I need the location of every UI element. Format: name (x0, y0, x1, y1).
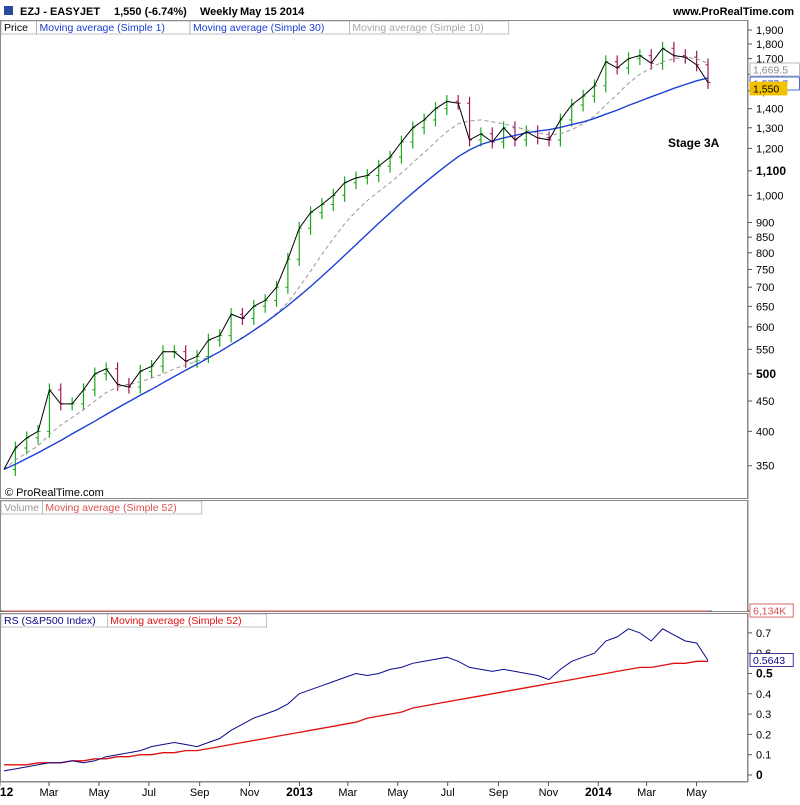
stage-annotation: Stage 3A (668, 136, 720, 150)
y-tick-label: 850 (756, 232, 774, 244)
legend-label: Moving average (Simple 52) (110, 615, 241, 627)
y-tick-label: 1,200 (756, 143, 784, 155)
y-tick-label: 0.4 (756, 689, 771, 701)
y-tick-label: 900 (756, 217, 774, 229)
x-tick-label: Sep (190, 787, 210, 799)
y-tick-label: 750 (756, 264, 774, 276)
x-tick-label: Mar (637, 787, 656, 799)
y-tick-label: 0.5 (756, 666, 773, 680)
x-tick-label: Mar (40, 787, 59, 799)
chart-quote: 1,550 (-6.74%) (114, 6, 187, 18)
x-tick-label: 2012 (0, 785, 14, 799)
x-tick-label: Mar (338, 787, 357, 799)
legend-label: Volume (4, 502, 39, 514)
y-tick-label: 0 (756, 768, 763, 782)
last-value-label: 0.5643 (753, 655, 785, 667)
y-tick-label: 550 (756, 344, 774, 356)
x-tick-label: May (686, 787, 707, 799)
chart-date: May 15 2014 (240, 6, 305, 18)
y-tick-label: 0.2 (756, 729, 771, 741)
y-tick-label: 600 (756, 322, 774, 334)
x-tick-label: May (387, 787, 408, 799)
x-tick-label: Nov (240, 787, 260, 799)
y-tick-label: 1,300 (756, 123, 784, 135)
x-tick-label: Nov (539, 787, 559, 799)
y-tick-label: 1,000 (756, 190, 784, 202)
y-tick-label: 400 (756, 426, 774, 438)
last-value-label: 1,550 (753, 84, 779, 96)
y-tick-label: 1,800 (756, 39, 784, 51)
window-menu-icon[interactable] (4, 6, 13, 15)
x-tick-label: May (89, 787, 110, 799)
y-tick-label: 1,900 (756, 25, 784, 37)
legend-label: Moving average (Simple 30) (193, 22, 324, 34)
y-tick-label: 0.3 (756, 709, 771, 721)
y-tick-label: 0.7 (756, 628, 771, 640)
legend-label: RS (S&P500 Index) (4, 615, 96, 627)
x-tick-label: Jul (441, 787, 455, 799)
y-tick-label: 1,400 (756, 104, 784, 116)
y-tick-label: 800 (756, 248, 774, 260)
chart-period: Weekly (200, 6, 239, 18)
y-tick-label: 450 (756, 396, 774, 408)
site-name[interactable]: www.ProRealTime.com (672, 6, 794, 18)
legend-label: Moving average (Simple 10) (352, 22, 483, 34)
x-tick-label: Sep (489, 787, 509, 799)
last-value-label: 1,669.5 (753, 65, 788, 77)
y-tick-label: 700 (756, 282, 774, 294)
x-tick-label: 2014 (585, 785, 612, 799)
y-tick-label: 350 (756, 461, 774, 473)
chart-symbol: EZJ - EASYJET (20, 6, 100, 18)
rs-legend: RS (S&P500 Index) Moving average (Simple … (1, 614, 267, 627)
last-value-label: 6,134K (753, 605, 786, 617)
y-tick-label: 650 (756, 301, 774, 313)
copyright: © ProRealTime.com (5, 487, 104, 499)
legend-label: Price (4, 22, 28, 34)
y-tick-label: 0.1 (756, 750, 771, 762)
legend-label: Moving average (Simple 52) (45, 502, 176, 514)
price-legend: Price Moving average (Simple 1) Moving ave… (1, 21, 509, 34)
y-tick-label: 1,100 (756, 164, 786, 178)
x-tick-label: 2013 (286, 785, 313, 799)
y-tick-label: 500 (756, 367, 776, 381)
legend-label: Moving average (Simple 1) (40, 22, 165, 34)
volume-legend: Volume Moving average (Simple 52) (1, 501, 202, 514)
x-tick-label: Jul (142, 787, 156, 799)
